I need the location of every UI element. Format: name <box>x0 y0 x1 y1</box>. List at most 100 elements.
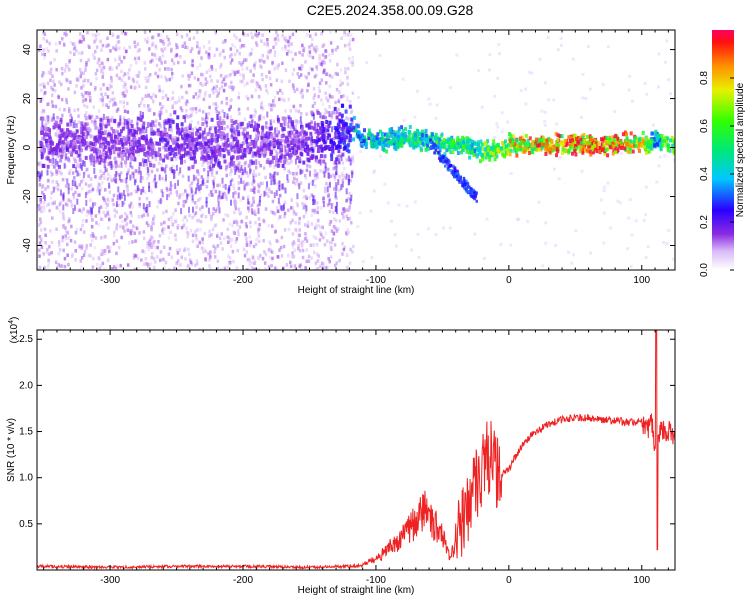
heatmap-cell <box>272 119 276 123</box>
heatmap-cell <box>85 219 88 223</box>
heatmap-cell <box>219 121 223 126</box>
heatmap-cell <box>571 57 575 61</box>
heatmap-cell <box>305 196 308 200</box>
heatmap-cell <box>232 120 236 125</box>
heatmap-cell <box>154 119 158 123</box>
heatmap-cell <box>44 129 48 133</box>
heatmap-cell <box>275 267 278 270</box>
heatmap-cell <box>345 253 349 257</box>
heatmap-cell <box>108 217 111 222</box>
heatmap-cell <box>602 185 606 189</box>
heatmap-cell <box>235 266 239 270</box>
heatmap-cell <box>122 85 126 89</box>
heatmap-cell <box>322 199 325 203</box>
heatmap-cell <box>159 156 163 161</box>
heatmap-cell <box>146 176 149 181</box>
heatmap-cell <box>264 267 267 270</box>
heatmap-cell <box>281 46 284 51</box>
heatmap-cell <box>112 241 116 246</box>
heatmap-cell <box>376 139 380 144</box>
heatmap-cell <box>238 225 242 229</box>
heatmap-cell <box>193 159 197 164</box>
heatmap-cell <box>171 164 175 169</box>
heatmap-cell <box>228 222 232 226</box>
heatmap-cell <box>153 214 156 219</box>
heatmap-cell <box>273 212 277 216</box>
heatmap-cell <box>211 193 214 197</box>
heatmap-cell <box>225 143 229 148</box>
heatmap-cell <box>207 144 210 149</box>
heatmap-cell <box>254 137 258 142</box>
heatmap-cell <box>249 69 252 73</box>
heatmap-cell <box>50 162 54 167</box>
heatmap-cell <box>226 265 229 269</box>
heatmap-cell <box>63 108 66 112</box>
heatmap-cell <box>56 133 59 137</box>
heatmap-cell <box>238 141 242 145</box>
heatmap-cell <box>304 237 307 241</box>
heatmap-cell <box>195 237 198 241</box>
heatmap-cell <box>147 75 150 79</box>
heatmap-cell <box>175 190 179 194</box>
heatmap-cell <box>601 83 605 86</box>
heatmap-cell <box>457 138 461 143</box>
heatmap-cell <box>324 145 328 149</box>
heatmap-cell <box>345 208 348 212</box>
heatmap-cell <box>628 146 632 151</box>
heatmap-cell <box>280 254 284 258</box>
heatmap-cell <box>343 30 346 34</box>
heatmap-cell <box>226 213 230 218</box>
heatmap-cell <box>58 164 61 169</box>
heatmap-cell <box>434 132 438 137</box>
heatmap-cell <box>409 143 413 148</box>
heatmap-cell <box>207 40 211 44</box>
heatmap-cell <box>328 95 332 99</box>
heatmap-cell <box>47 262 50 266</box>
heatmap-cell <box>119 224 122 229</box>
heatmap-cell <box>205 80 209 85</box>
heatmap-cell <box>164 67 167 71</box>
heatmap-cell <box>199 89 202 93</box>
heatmap-cell <box>162 168 166 172</box>
heatmap-cell <box>157 199 161 204</box>
heatmap-cell <box>42 200 46 205</box>
heatmap-cell <box>297 233 300 238</box>
heatmap-cell <box>86 141 90 146</box>
heatmap-cell <box>160 39 164 44</box>
heatmap-cell <box>44 90 47 95</box>
heatmap-cell <box>164 260 168 265</box>
heatmap-cell <box>59 169 62 173</box>
heatmap-cell <box>346 265 349 270</box>
heatmap-cell <box>311 148 315 153</box>
heatmap-cell <box>362 138 366 143</box>
heatmap-cell <box>224 74 227 79</box>
heatmap-cell <box>95 115 98 119</box>
heatmap-cell <box>152 265 156 270</box>
heatmap-cell <box>297 75 301 79</box>
heatmap-cell <box>341 161 345 165</box>
heatmap-cell <box>184 188 187 193</box>
heatmap-cell <box>151 52 154 57</box>
heatmap-cell <box>337 140 341 145</box>
heatmap-cell <box>404 137 408 142</box>
heatmap-cell <box>172 140 176 145</box>
heatmap-cell <box>213 176 216 180</box>
heatmap-cell <box>325 110 329 114</box>
heatmap-cell <box>281 126 285 131</box>
heatmap-cell <box>495 143 499 148</box>
heatmap-cell <box>84 182 88 186</box>
heatmap-cell <box>268 160 272 165</box>
heatmap-cell <box>245 171 249 175</box>
heatmap-cell <box>167 252 171 256</box>
heatmap-cell <box>69 40 73 45</box>
heatmap-cell <box>198 240 201 244</box>
heatmap-cell <box>41 74 44 78</box>
heatmap-cell <box>65 97 68 102</box>
heatmap-cell <box>243 147 247 152</box>
heatmap-cell <box>142 121 146 126</box>
heatmap-cell <box>299 90 303 95</box>
heatmap-cell <box>112 103 115 107</box>
heatmap-cell <box>649 144 653 149</box>
heatmap-cell <box>189 156 193 161</box>
heatmap-cell <box>65 100 69 105</box>
